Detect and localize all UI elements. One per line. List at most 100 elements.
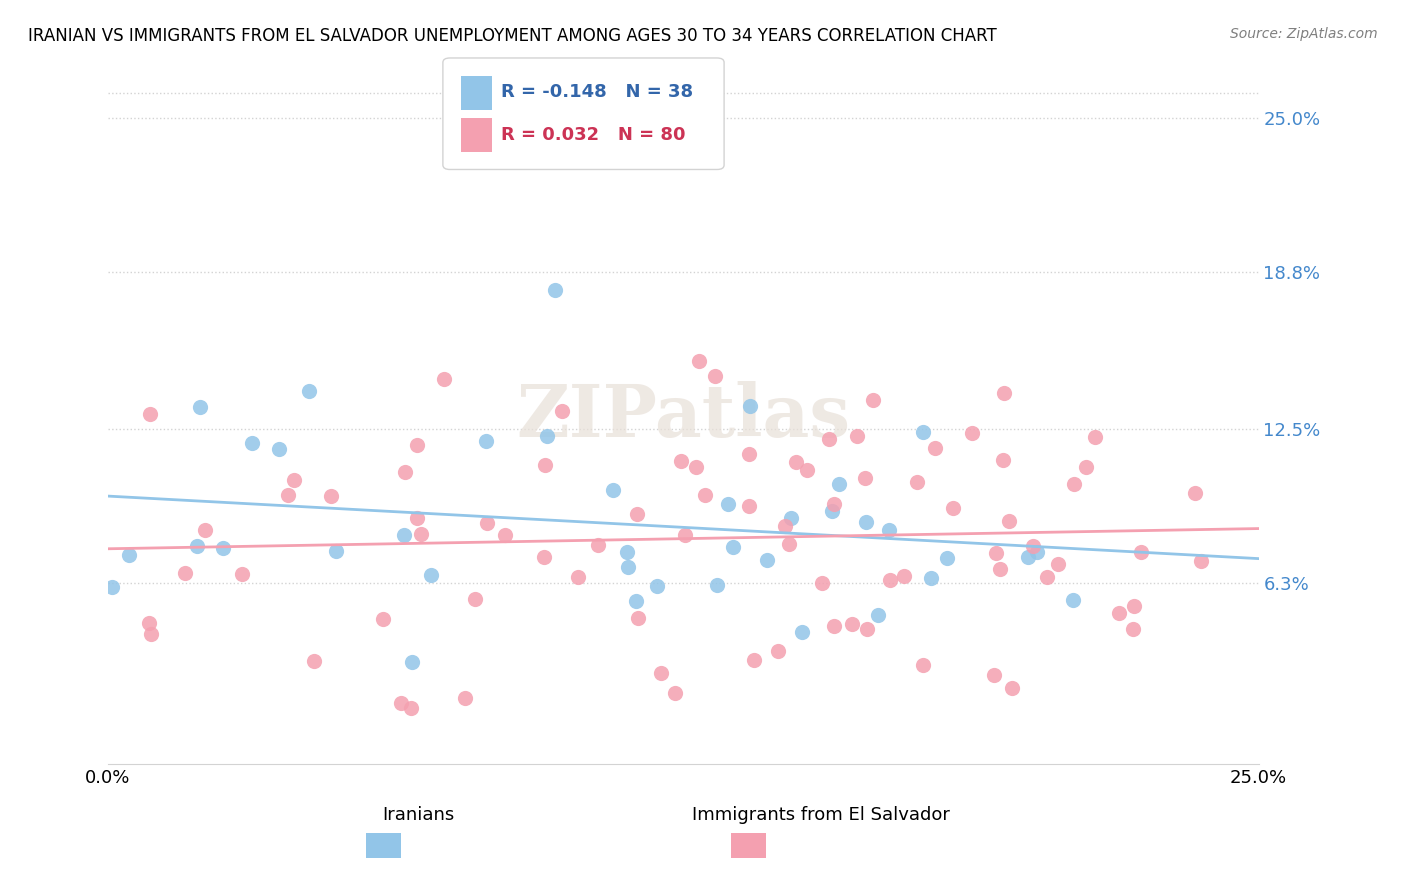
Point bbox=[567, 570, 589, 584]
Point bbox=[984, 546, 1007, 560]
Point bbox=[703, 369, 725, 384]
Point bbox=[401, 701, 423, 715]
Point bbox=[905, 475, 928, 489]
Point bbox=[586, 538, 609, 552]
Point bbox=[893, 569, 915, 583]
Point bbox=[823, 619, 845, 633]
Point bbox=[853, 471, 876, 485]
Point bbox=[212, 541, 235, 556]
Point bbox=[1062, 593, 1084, 607]
Point bbox=[277, 488, 299, 502]
Point bbox=[924, 441, 946, 455]
Point bbox=[494, 528, 516, 542]
Point bbox=[392, 528, 415, 542]
Point bbox=[742, 653, 765, 667]
Point bbox=[101, 580, 124, 594]
Point bbox=[138, 616, 160, 631]
Point bbox=[688, 353, 710, 368]
Point bbox=[942, 501, 965, 516]
Point bbox=[755, 553, 778, 567]
Point bbox=[685, 459, 707, 474]
Text: R = -0.148   N = 38: R = -0.148 N = 38 bbox=[501, 83, 693, 101]
Point bbox=[1189, 554, 1212, 568]
Point bbox=[194, 523, 217, 537]
Point bbox=[1076, 460, 1098, 475]
Point bbox=[544, 283, 567, 297]
Point bbox=[773, 519, 796, 533]
Point bbox=[779, 537, 801, 551]
Point bbox=[188, 401, 211, 415]
Point bbox=[1017, 550, 1039, 565]
Point bbox=[536, 429, 558, 443]
Point bbox=[998, 514, 1021, 528]
Point bbox=[139, 627, 162, 641]
Point bbox=[723, 540, 745, 554]
Point bbox=[785, 455, 807, 469]
Point bbox=[1184, 485, 1206, 500]
Point bbox=[411, 527, 433, 541]
Point bbox=[991, 453, 1014, 467]
Point bbox=[650, 665, 672, 680]
Point bbox=[790, 625, 813, 640]
Point bbox=[779, 511, 801, 525]
Point bbox=[401, 655, 423, 669]
Point bbox=[823, 497, 845, 511]
Point bbox=[1001, 681, 1024, 696]
Point bbox=[534, 458, 557, 472]
Point bbox=[673, 527, 696, 541]
Point bbox=[988, 562, 1011, 576]
Point bbox=[664, 686, 686, 700]
Point bbox=[325, 544, 347, 558]
Point bbox=[669, 454, 692, 468]
Point bbox=[406, 511, 429, 525]
Point bbox=[706, 578, 728, 592]
Text: Iranians: Iranians bbox=[382, 806, 454, 824]
Point bbox=[738, 447, 761, 461]
Point bbox=[993, 386, 1015, 401]
Text: IRANIAN VS IMMIGRANTS FROM EL SALVADOR UNEMPLOYMENT AMONG AGES 30 TO 34 YEARS CO: IRANIAN VS IMMIGRANTS FROM EL SALVADOR U… bbox=[28, 27, 997, 45]
Point bbox=[454, 691, 477, 706]
Point bbox=[962, 426, 984, 441]
Point bbox=[862, 393, 884, 408]
Point bbox=[766, 644, 789, 658]
Point bbox=[240, 436, 263, 450]
Point bbox=[231, 566, 253, 581]
Point bbox=[920, 572, 942, 586]
Point bbox=[820, 504, 842, 518]
Point bbox=[912, 425, 935, 440]
Point bbox=[389, 696, 412, 710]
Text: Source: ZipAtlas.com: Source: ZipAtlas.com bbox=[1230, 27, 1378, 41]
Point bbox=[1063, 477, 1085, 491]
Point bbox=[738, 499, 761, 513]
Point bbox=[627, 611, 650, 625]
Point bbox=[1122, 599, 1144, 614]
Point bbox=[983, 668, 1005, 682]
Point bbox=[647, 579, 669, 593]
Point bbox=[855, 622, 877, 636]
Point bbox=[475, 434, 498, 448]
Point bbox=[626, 507, 648, 521]
Point bbox=[1084, 430, 1107, 444]
Point bbox=[405, 438, 427, 452]
Point bbox=[269, 442, 291, 457]
Point bbox=[616, 560, 638, 574]
Point bbox=[319, 489, 342, 503]
Point bbox=[879, 573, 901, 587]
Point bbox=[551, 404, 574, 418]
Point bbox=[855, 516, 877, 530]
Point bbox=[533, 550, 555, 565]
Point bbox=[118, 549, 141, 563]
Point bbox=[283, 473, 305, 487]
Point bbox=[1108, 606, 1130, 620]
Point bbox=[1122, 622, 1144, 636]
Point bbox=[818, 433, 841, 447]
Point bbox=[841, 617, 863, 632]
Point bbox=[616, 545, 638, 559]
Text: ZIPatlas: ZIPatlas bbox=[516, 381, 851, 452]
Point bbox=[738, 400, 761, 414]
Point bbox=[845, 429, 868, 443]
Point bbox=[602, 483, 624, 498]
Text: R = 0.032   N = 80: R = 0.032 N = 80 bbox=[501, 126, 685, 144]
Point bbox=[936, 550, 959, 565]
Point bbox=[693, 488, 716, 502]
